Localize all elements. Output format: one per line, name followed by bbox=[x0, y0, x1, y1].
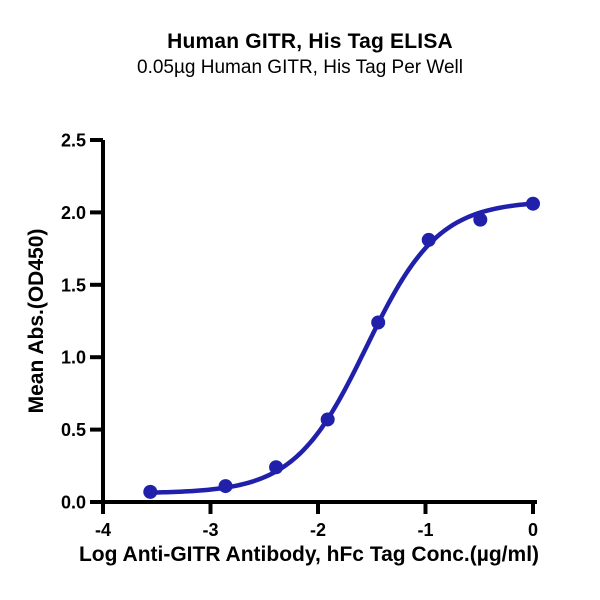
data-point bbox=[143, 484, 158, 499]
x-tick-label: -4 bbox=[95, 520, 111, 540]
y-tick-label: 2.5 bbox=[61, 131, 86, 151]
x-axis-title: Log Anti-GITR Antibody, hFc Tag Conc.(µg… bbox=[78, 543, 540, 566]
chart-title: Human GITR, His Tag ELISA bbox=[167, 30, 453, 53]
data-point bbox=[269, 460, 284, 475]
x-tick-label: 0 bbox=[528, 520, 538, 540]
x-tick-label: -2 bbox=[310, 520, 326, 540]
y-axis-title: Mean Abs.(OD450) bbox=[25, 228, 48, 414]
data-point bbox=[320, 412, 335, 427]
fit-curve bbox=[148, 201, 536, 495]
y-tick-label: 1.5 bbox=[61, 275, 86, 295]
y-tick-label: 2.0 bbox=[61, 203, 86, 223]
x-tick-label: -1 bbox=[417, 520, 433, 540]
data-point bbox=[421, 232, 436, 247]
y-tick-label: 0.5 bbox=[61, 420, 86, 440]
data-point bbox=[218, 479, 233, 494]
data-point bbox=[371, 315, 386, 330]
x-tick-label: -3 bbox=[202, 520, 218, 540]
y-tick-label: 0.0 bbox=[61, 493, 86, 513]
data-point bbox=[473, 212, 488, 227]
y-tick-label: 1.0 bbox=[61, 348, 86, 368]
data-point bbox=[526, 196, 540, 211]
chart-subtitle: 0.05µg Human GITR, His Tag Per Well bbox=[137, 57, 463, 78]
